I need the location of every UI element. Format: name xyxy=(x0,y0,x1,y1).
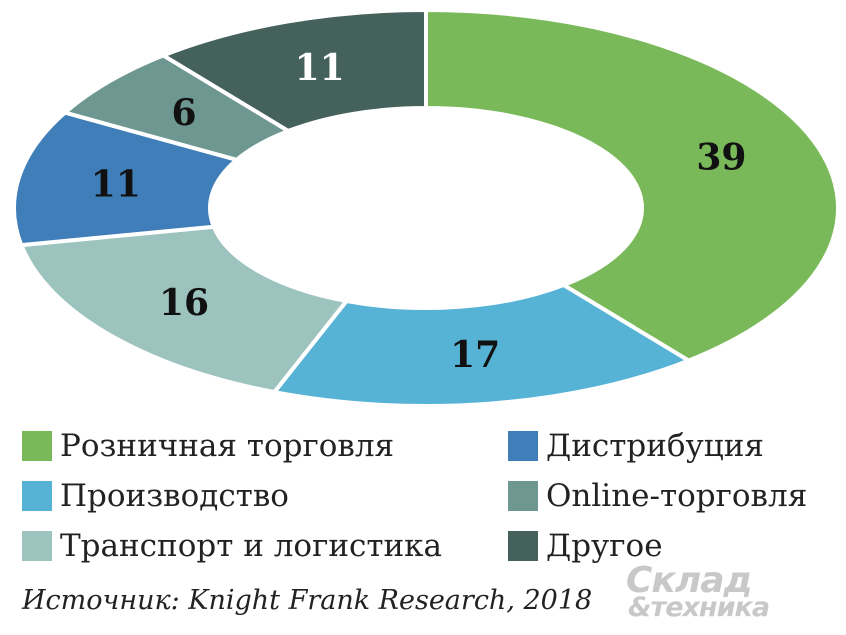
slice-value-label-3: 16 xyxy=(159,282,209,324)
donut-slice-6 xyxy=(158,7,428,134)
legend-swatch-retail xyxy=(22,431,52,461)
legend-item-transport: Транспорт и логистика xyxy=(22,524,442,568)
legend-label-transport: Транспорт и логистика xyxy=(60,528,443,564)
legend-label-retail: Розничная торговля xyxy=(60,428,395,464)
legend-item-production: Производство xyxy=(22,474,289,518)
donut-chart: 39 17 16 11 6 11 xyxy=(14,7,840,408)
legend-item-online: Online-торговля xyxy=(508,474,807,518)
slice-value-label-4: 11 xyxy=(91,164,141,206)
slice-value-label-5: 6 xyxy=(172,92,197,134)
logo-text-line1: Склад xyxy=(626,560,753,601)
donut-slice-2 xyxy=(270,282,694,408)
legend-label-production: Производство xyxy=(60,478,289,514)
legend-swatch-transport xyxy=(22,531,52,561)
legend-label-distribution: Дистрибуция xyxy=(546,428,764,464)
legend-label-online: Online-торговля xyxy=(546,478,808,514)
legend-item-retail: Розничная торговля xyxy=(22,424,394,468)
legend-item-other: Другое xyxy=(508,524,663,568)
slice-value-label-2: 17 xyxy=(450,334,500,376)
legend-swatch-distribution xyxy=(508,431,538,461)
slice-value-label-1: 39 xyxy=(696,137,746,179)
logo: Склад &техника xyxy=(626,560,832,626)
source-note: Источник: Knight Frank Research, 2018 xyxy=(22,585,593,616)
legend-swatch-production xyxy=(22,481,52,511)
donut-slice-1 xyxy=(424,7,840,363)
legend-swatch-online xyxy=(508,481,538,511)
legend-label-other: Другое xyxy=(546,528,663,564)
logo-text-line2: &техника xyxy=(628,592,770,623)
legend-item-distribution: Дистрибуция xyxy=(508,424,764,468)
slice-value-label-6: 11 xyxy=(295,47,345,89)
legend-swatch-other xyxy=(508,531,538,561)
donut-slice-3 xyxy=(18,224,351,395)
